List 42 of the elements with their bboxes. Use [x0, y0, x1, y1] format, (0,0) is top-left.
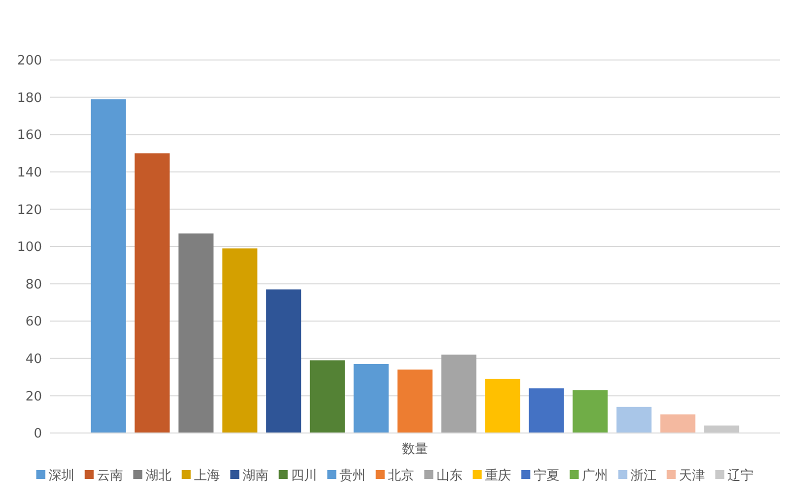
legend-label: 辽宁 [727, 468, 754, 484]
bar [222, 248, 258, 433]
y-tick-label: 40 [25, 352, 42, 367]
legend-label: 浙江 [630, 468, 656, 484]
legend-label: 深圳 [48, 468, 74, 484]
legend-label: 四川 [290, 468, 317, 484]
legend-label: 山东 [436, 468, 462, 484]
bar [90, 99, 126, 433]
legend-label: 北京 [388, 468, 414, 484]
bar [134, 153, 170, 433]
y-tick-label: 20 [25, 389, 42, 404]
legend-label: 上海 [194, 468, 220, 484]
y-tick-label: 180 [17, 90, 42, 106]
y-tick-label: 140 [17, 165, 42, 180]
legend-label: 云南 [96, 468, 123, 484]
y-tick-label: 100 [17, 240, 42, 256]
legend-label: 宁夏 [533, 468, 560, 484]
y-tick-label: 80 [25, 277, 42, 292]
bar [178, 233, 214, 433]
legend-label: 贵州 [339, 468, 366, 484]
legend-label: 广州 [582, 468, 608, 484]
bar [616, 406, 652, 433]
bar [310, 360, 345, 433]
y-tick-label: 200 [17, 54, 42, 69]
y-tick-label: 160 [17, 128, 42, 144]
bar [528, 388, 564, 433]
bar [397, 370, 433, 433]
y-tick-label: 0 [34, 426, 42, 442]
bar [660, 414, 696, 433]
y-tick-label: 120 [17, 202, 42, 218]
bar [266, 289, 302, 433]
legend-label: 湖北 [145, 468, 172, 484]
legend-label: 天津 [678, 468, 705, 484]
legend-label: 湖南 [242, 468, 268, 484]
bar [485, 378, 520, 433]
legend-label: 重庆 [484, 468, 511, 484]
bar [354, 364, 389, 433]
bar [704, 426, 740, 433]
y-tick-label: 60 [25, 314, 42, 330]
bar [572, 390, 608, 433]
bar [441, 354, 476, 433]
x-tick-label: 数量 [402, 442, 428, 457]
